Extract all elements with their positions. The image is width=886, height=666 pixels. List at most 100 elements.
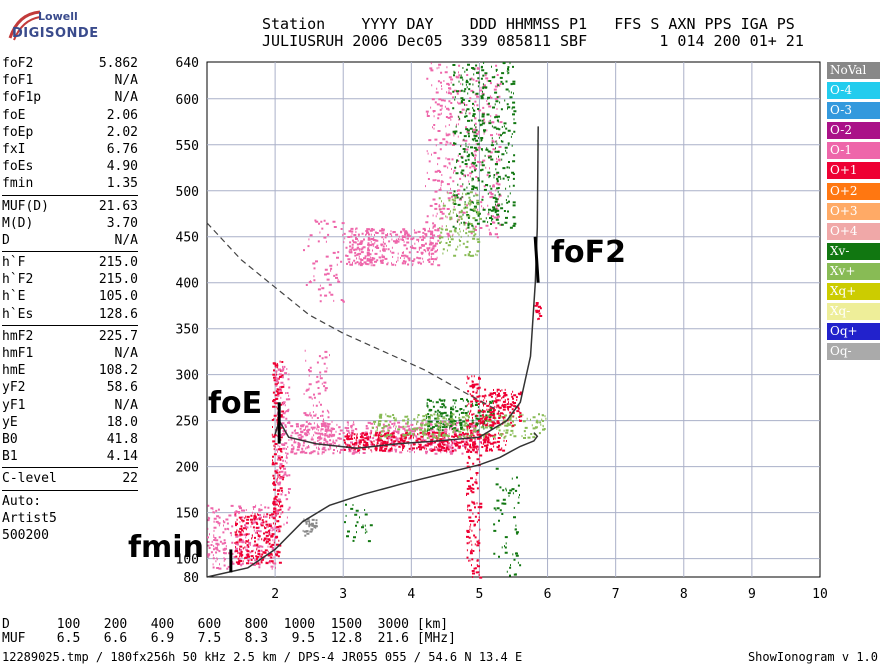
- param-value: 108.2: [98, 363, 138, 379]
- annotation-fmin: fmin: [128, 530, 204, 565]
- param-name: hmF2: [2, 328, 34, 344]
- auto-scaling-info: Auto: Artist5 500200: [2, 493, 138, 544]
- y-tick-label: 150: [176, 507, 199, 522]
- param-value: 225.7: [98, 328, 138, 344]
- param-row: foE 2.06: [2, 107, 138, 124]
- echo-cluster-o-minus1: [303, 349, 331, 439]
- param-value: 6.76: [106, 141, 138, 157]
- param-row: B0 41.8: [2, 431, 138, 448]
- echo-cluster-xv-minus: [344, 503, 373, 543]
- echo-cluster-o-plus1: [534, 302, 543, 321]
- param-name: foF2: [2, 56, 34, 71]
- param-row: h`F2 215.0: [2, 271, 138, 288]
- x-tick-label: 6: [544, 587, 552, 600]
- virtual-height-trace: [274, 126, 539, 450]
- y-tick-label: 400: [176, 277, 199, 292]
- y-tick-label: 250: [176, 415, 199, 430]
- param-value: N/A: [114, 346, 138, 361]
- version-label: ShowIonogram v 1.0: [747, 650, 878, 664]
- x-tick-label: 7: [612, 587, 620, 600]
- param-value: 215.0: [98, 255, 138, 271]
- param-value: 5.862: [98, 56, 138, 71]
- param-value: 22: [122, 471, 138, 487]
- param-row: foF2 5.862: [2, 55, 138, 72]
- y-tick-label: 550: [176, 139, 199, 154]
- distance-muf-table: D 100 200 400 600 800 1000 1500 3000 [km…: [2, 618, 456, 646]
- param-row: foF1p N/A: [2, 89, 138, 106]
- legend-item: Oq+: [827, 323, 880, 341]
- echo-cluster-o-minus1: [343, 227, 442, 267]
- param-row: fxI 6.76: [2, 141, 138, 158]
- auto-line: Auto:: [2, 493, 42, 509]
- echo-cluster-o-minus1: [275, 365, 291, 533]
- y-tick-label: 200: [176, 461, 199, 476]
- param-name: hmE: [2, 363, 26, 379]
- plot-frame: [206, 61, 821, 578]
- dashed-reference-curve: [206, 222, 501, 413]
- param-name: foEp: [2, 124, 34, 140]
- param-value: N/A: [114, 232, 138, 248]
- annotation-fof2: foF2: [551, 235, 627, 270]
- legend-item: O+4: [827, 222, 880, 240]
- legend-item: Xv+: [827, 262, 880, 280]
- legend-item: O-2: [827, 122, 880, 140]
- logo-top-text: Lowell: [38, 10, 78, 23]
- y-tick-label: 300: [176, 369, 199, 384]
- legend-item: NoVal: [827, 62, 880, 79]
- param-row: foF1 N/A: [2, 72, 138, 89]
- x-tick-label: 8: [680, 587, 688, 600]
- y-tick-label: 600: [176, 93, 199, 108]
- param-row: yF2 58.6: [2, 379, 138, 396]
- param-name: foF1: [2, 73, 34, 89]
- logo-swoosh-icon: [8, 10, 41, 41]
- param-value: 41.8: [106, 431, 138, 447]
- echo-cluster-xv-plus: [372, 413, 547, 440]
- electron-density-profile: [206, 432, 539, 578]
- param-row: yF1 N/A: [2, 397, 138, 414]
- y-tick-label: 80: [183, 571, 199, 586]
- param-row: foEp 2.02: [2, 124, 138, 141]
- y-tick-label: 450: [176, 231, 199, 246]
- param-value: 18.0: [106, 414, 138, 430]
- param-group: hmF2 225.7 hmF1 N/A hmE 108.2 yF2 58.6 yF1 N/A yE 1…: [2, 328, 138, 469]
- param-name: h`E: [2, 289, 26, 305]
- file-info: 12289025.tmp / 180fx256h 50 kHz 2.5 km /…: [2, 650, 523, 664]
- distance-row: D 100 200 400 600 800 1000 1500 3000 [km…: [2, 617, 449, 632]
- legend-item: Oq-: [827, 343, 880, 361]
- param-name: fmin: [2, 176, 34, 192]
- x-tick-label: 5: [476, 587, 484, 600]
- param-row: yE 18.0: [2, 414, 138, 431]
- legend-item: O+2: [827, 182, 880, 200]
- param-row: foEs 4.90: [2, 158, 138, 175]
- param-name: B0: [2, 431, 18, 447]
- legend-item: O+1: [827, 162, 880, 180]
- param-value: 128.6: [98, 306, 138, 322]
- y-tick-label: 100: [176, 553, 199, 568]
- legend-item: O+3: [827, 202, 880, 220]
- param-name: foEs: [2, 159, 34, 175]
- param-value: 4.14: [106, 449, 138, 465]
- param-name: hmF1: [2, 346, 34, 361]
- x-tick-label: 10: [812, 587, 828, 600]
- param-name: h`F2: [2, 272, 34, 288]
- logo-main-text: DIGISONDE: [12, 26, 99, 41]
- header-labels: Station YYYY DAY DDD HHMMSS P1 FFS S AXN…: [262, 15, 795, 33]
- echo-cluster-o-plus1: [234, 513, 282, 565]
- param-row: D N/A: [2, 232, 138, 249]
- param-name: foF1p: [2, 90, 42, 106]
- param-value: N/A: [114, 90, 138, 106]
- param-row: MUF(D) 21.63: [2, 198, 138, 215]
- echo-cluster-xv-minus: [425, 398, 495, 432]
- param-value: 215.0: [98, 272, 138, 288]
- ionogram-plot: 2 3 4 5 6 7 8 9 10 80 100 150 200 250 300 350 400 450 500 5…: [176, 56, 828, 600]
- param-row: M(D) 3.70: [2, 215, 138, 232]
- param-group: foF2 5.862 foF1 N/A foF1p N/A foE 2.06 foEp 2.02 f…: [2, 55, 138, 196]
- annotation-foe: foE: [208, 386, 263, 421]
- param-group: C-level 22: [2, 470, 138, 491]
- x-tick-label: 9: [748, 587, 756, 600]
- echo-cluster-o-plus1: [465, 375, 483, 579]
- param-group: h`F 215.0 h`F2 215.0 h`E 105.0 h`Es 128.6: [2, 254, 138, 326]
- echo-cluster-o-minus1: [289, 420, 483, 455]
- param-value: 3.70: [106, 215, 138, 231]
- param-row: hmE 108.2: [2, 362, 138, 379]
